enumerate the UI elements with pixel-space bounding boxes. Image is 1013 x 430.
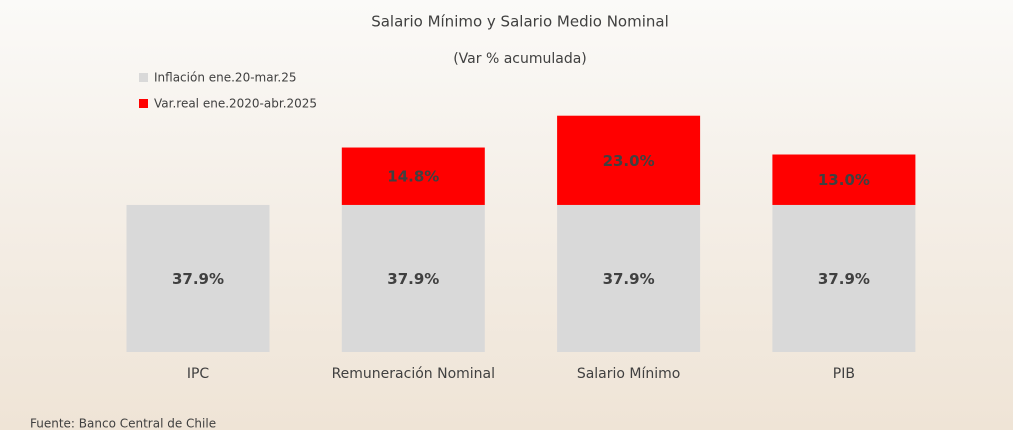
data-label: 14.8% bbox=[387, 168, 439, 186]
bar-segment bbox=[557, 204, 701, 352]
data-label: 37.9% bbox=[172, 270, 224, 288]
bar-segment bbox=[557, 115, 701, 205]
data-label: 23.0% bbox=[603, 152, 655, 170]
legend-label: Var.real ene.2020-abr.2025 bbox=[154, 97, 317, 111]
legend-swatch bbox=[139, 99, 148, 108]
legend-swatch bbox=[139, 73, 148, 82]
source-note: Fuente: Banco Central de Chile bbox=[30, 417, 216, 430]
bar-segment bbox=[341, 147, 485, 205]
bar-segment bbox=[772, 204, 916, 352]
x-tick-label: Salario Mínimo bbox=[577, 366, 681, 382]
chart-title: Salario Mínimo y Salario Medio Nominal bbox=[371, 13, 669, 31]
x-tick-label: PIB bbox=[833, 366, 855, 382]
bar-segment bbox=[772, 154, 916, 205]
data-label: 37.9% bbox=[818, 270, 870, 288]
x-tick-label: Remuneración Nominal bbox=[332, 366, 495, 382]
bar-segment bbox=[126, 204, 270, 352]
legend-label: Inflación ene.20-mar.25 bbox=[154, 71, 297, 85]
chart-subtitle: (Var % acumulada) bbox=[453, 51, 587, 67]
data-label: 13.0% bbox=[818, 171, 870, 189]
x-tick-label: IPC bbox=[187, 366, 210, 382]
data-label: 37.9% bbox=[603, 270, 655, 288]
data-label: 37.9% bbox=[387, 270, 439, 288]
bar-segment bbox=[341, 204, 485, 352]
